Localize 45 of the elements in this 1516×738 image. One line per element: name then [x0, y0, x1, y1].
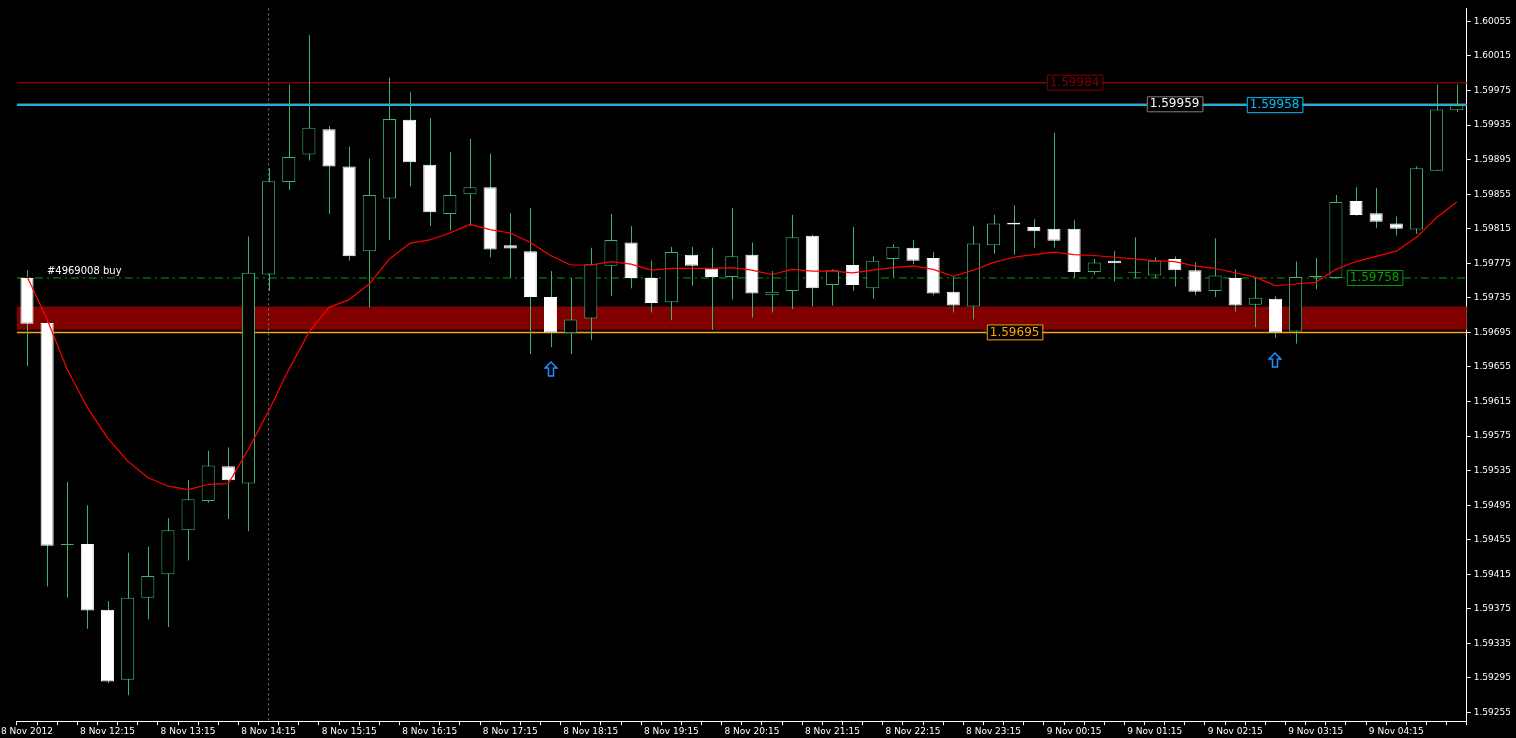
- y-tick-label: 1.59815: [1473, 223, 1511, 234]
- ref-line-label: 1.59758: [1349, 270, 1400, 285]
- y-tick-label: 1.59455: [1473, 534, 1511, 545]
- y-tick-label: 1.60015: [1473, 50, 1511, 61]
- y-tick-label: 1.59335: [1473, 637, 1511, 648]
- x-tick-label: 9 Nov 03:15: [1288, 725, 1344, 736]
- y-tick-label: 1.59415: [1473, 568, 1511, 579]
- x-tick-label: 8 Nov 15:15: [321, 725, 377, 736]
- x-tick-label: 9 Nov 04:15: [1368, 725, 1424, 736]
- ref-line-label: 1.59695: [989, 324, 1040, 339]
- y-tick-label: 1.59375: [1473, 603, 1511, 614]
- y-tick-label: 1.60055: [1473, 15, 1511, 26]
- annotation: #4969008 buy: [46, 264, 122, 276]
- x-tick-label: 8 Nov 18:15: [563, 725, 619, 736]
- y-tick-label: 1.59615: [1473, 395, 1511, 406]
- x-tick-label: 8 Nov 22:15: [885, 725, 941, 736]
- y-tick-label: 1.59775: [1473, 257, 1511, 268]
- x-tick-label: 8 Nov 19:15: [643, 725, 699, 736]
- x-tick-label: 8 Nov 2012: [1, 725, 53, 736]
- x-tick-label: 8 Nov 16:15: [402, 725, 458, 736]
- y-tick-label: 1.59575: [1473, 430, 1511, 441]
- y-tick-label: 1.59975: [1473, 84, 1511, 95]
- ref-line-label: 1.59959: [1149, 96, 1200, 111]
- x-tick-label: 8 Nov 17:15: [482, 725, 538, 736]
- x-tick-label: 9 Nov 00:15: [1046, 725, 1102, 736]
- x-tick-label: 9 Nov 01:15: [1127, 725, 1183, 736]
- ref-line-label: 1.59984: [1049, 74, 1100, 89]
- y-tick-label: 1.59735: [1473, 292, 1511, 303]
- y-tick-label: 1.59495: [1473, 499, 1511, 510]
- y-tick-label: 1.59535: [1473, 464, 1511, 475]
- x-tick-label: 8 Nov 21:15: [804, 725, 860, 736]
- ref-line-label: 1.59958: [1249, 97, 1300, 112]
- x-tick-label: 8 Nov 23:15: [966, 725, 1022, 736]
- y-tick-label: 1.59695: [1473, 326, 1511, 337]
- x-tick-label: 8 Nov 12:15: [80, 725, 135, 736]
- x-tick-label: 8 Nov 20:15: [724, 725, 780, 736]
- y-tick-label: 1.59935: [1473, 119, 1511, 130]
- y-tick-label: 1.59895: [1473, 153, 1511, 164]
- x-tick-label: 8 Nov 13:15: [160, 725, 216, 736]
- x-tick-label: 9 Nov 02:15: [1207, 725, 1263, 736]
- y-tick-label: 1.59655: [1473, 361, 1511, 372]
- y-tick-label: 1.59855: [1473, 188, 1511, 199]
- x-tick-label: 8 Nov 14:15: [241, 725, 297, 736]
- y-tick-label: 1.59295: [1473, 672, 1511, 683]
- y-tick-label: 1.59255: [1473, 706, 1511, 717]
